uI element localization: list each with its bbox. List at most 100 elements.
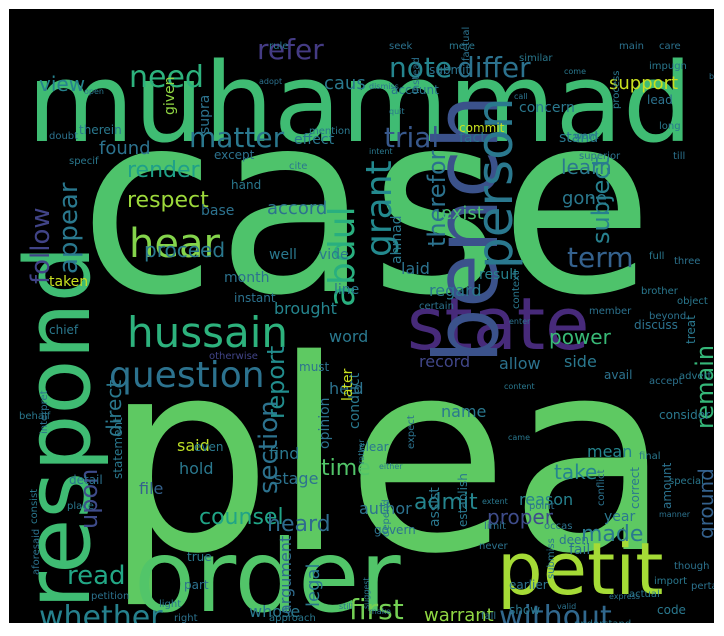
word-submiss: submiss: [546, 538, 557, 579]
word-state: state: [407, 282, 589, 366]
word-instant: instant: [234, 291, 276, 305]
word-section: section: [254, 400, 284, 494]
word-accept: accept: [649, 376, 683, 387]
word-well: well: [269, 247, 297, 263]
word-seek: seek: [389, 41, 413, 52]
word-whether: whether: [39, 600, 163, 623]
word-month: month: [224, 270, 269, 286]
word-govern: govern: [374, 523, 416, 537]
word-superior: superior: [579, 151, 621, 162]
word-allow: allow: [499, 354, 541, 373]
word-quit: quit: [389, 107, 405, 116]
word-later: later: [340, 368, 356, 401]
word-differ: differ: [457, 51, 531, 84]
word-vide: vide: [319, 247, 349, 263]
word-find: find: [269, 444, 299, 463]
word-cite: cite: [289, 161, 307, 172]
word-limit: limit: [484, 521, 506, 532]
word-final: final: [639, 451, 661, 462]
word-discuss: discuss: [634, 318, 678, 332]
word-submit: submit: [429, 63, 470, 77]
word-petit: petit: [497, 527, 663, 611]
word-therein: therein: [79, 123, 122, 137]
word-process: process: [611, 71, 622, 109]
word-fact: fact: [459, 130, 486, 146]
word-admit: admit: [414, 490, 478, 515]
word-actual: actual: [629, 589, 660, 600]
word-petition: petition: [91, 591, 129, 602]
word-import: import: [654, 576, 687, 587]
word-ground: ground: [694, 468, 714, 539]
word-bench: bench: [415, 94, 518, 364]
word-rather: rather: [357, 439, 366, 464]
word-amount: amount: [660, 462, 674, 509]
word-report: report: [262, 346, 290, 419]
word-view: view: [39, 72, 85, 96]
word-approach: approach: [269, 613, 316, 623]
word-whose: whose: [249, 602, 300, 621]
word-conflict: conflict: [596, 469, 607, 506]
word-proceed: proceed: [144, 238, 225, 262]
word-clear: clear: [359, 440, 389, 454]
word-first: first: [349, 593, 404, 623]
word-adopt: adopt: [259, 77, 282, 86]
word-doubt: doubt: [49, 131, 78, 142]
word-power: power: [549, 325, 612, 349]
word-made: made: [581, 522, 643, 547]
word-context: context: [511, 271, 522, 309]
word-reason: reason: [519, 490, 573, 509]
word-establish: establish: [456, 473, 470, 527]
word-assist: assist: [427, 487, 443, 527]
word-correct: correct: [628, 467, 642, 509]
word-suggest: suggest: [362, 577, 371, 609]
word-brought: brought: [274, 299, 337, 318]
word-valid: valid: [557, 602, 576, 611]
word-fail: fail: [569, 542, 590, 558]
word-true: true: [187, 550, 212, 564]
word-brother: brother: [641, 286, 679, 297]
word-refer: refer: [257, 33, 324, 66]
word-conduct: conduct: [347, 372, 363, 429]
word-consist: consist: [29, 489, 40, 524]
word-record: record: [419, 352, 470, 371]
word-appear: appear: [54, 182, 84, 274]
word-hold: hold: [179, 459, 214, 478]
word-earlier: earlier: [509, 578, 548, 592]
word-support: support: [609, 73, 678, 94]
word-regard: regard: [429, 281, 481, 300]
word-order: order: [134, 518, 402, 623]
word-year: year: [604, 509, 635, 525]
word-consider: consider: [659, 408, 710, 422]
word-mere: mere: [449, 41, 475, 52]
word-opinion: opinion: [317, 397, 333, 449]
word-without: without: [499, 600, 612, 623]
word-aforesaid: aforesaid: [31, 529, 42, 575]
word-extent: extent: [482, 497, 508, 506]
word-treat: treat: [684, 315, 698, 344]
word-word: word: [329, 327, 368, 346]
word-hand: hand: [231, 178, 261, 192]
word-similar: similar: [519, 53, 553, 64]
word-take: take: [554, 460, 597, 484]
word-grant: grant: [359, 160, 400, 257]
word-follow: follow: [26, 207, 56, 284]
word-ahmad: ahmad: [389, 215, 405, 264]
word-dismiss: dismiss: [369, 82, 399, 91]
word-factual: factual: [461, 27, 472, 61]
word-subject: subject: [587, 157, 615, 244]
word-respect: respect: [127, 188, 209, 213]
word-given: given: [162, 76, 178, 115]
word-exist: exist: [441, 203, 484, 224]
word-accord: accord: [267, 198, 327, 219]
word-remain: remain: [691, 345, 714, 429]
word-interpret: interpret: [39, 390, 50, 434]
word-effect: effect: [294, 132, 335, 148]
word-still: still: [339, 602, 353, 611]
word-proper: proper: [487, 505, 554, 529]
word-mean: mean: [587, 442, 632, 461]
word-beyond: beyond: [649, 311, 686, 322]
word-point: point: [529, 501, 555, 512]
word-argument: argument: [276, 536, 295, 614]
word-hear: hear: [129, 221, 220, 267]
word-except: except: [214, 148, 255, 162]
